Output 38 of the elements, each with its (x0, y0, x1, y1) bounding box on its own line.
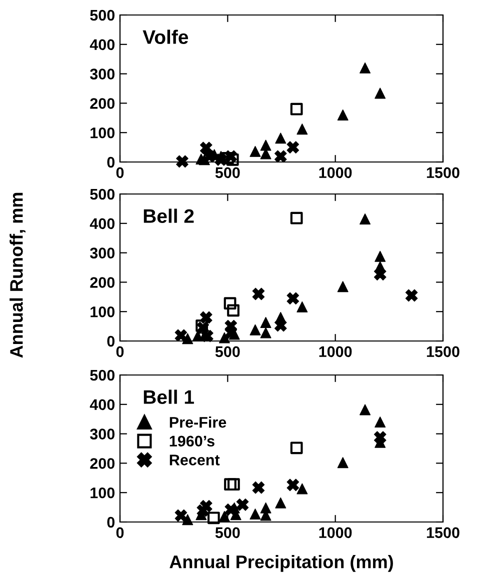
x-axis-title: Annual Precipitation (mm) (170, 554, 393, 572)
x-tick-label: 0 (116, 346, 124, 358)
y-tick-label: 0 (107, 156, 115, 168)
x-tick-label: 500 (215, 167, 240, 178)
y-tick-label: 100 (90, 487, 115, 498)
y-tick-label: 200 (90, 98, 115, 109)
y-tick-label: 400 (90, 218, 115, 230)
legend-label: Pre-Fire (170, 416, 226, 428)
y-tick-label: 200 (90, 277, 115, 288)
x-tick-label: 1000 (319, 346, 352, 358)
x-tick-label: 1000 (319, 527, 352, 538)
y-tick-label: 0 (107, 516, 115, 528)
y-tick-label: 0 (107, 336, 115, 347)
y-tick-label: 100 (90, 306, 115, 318)
y-tick-label: 500 (90, 10, 115, 21)
x-tick-label: 0 (116, 527, 124, 538)
text: Volfe (142, 30, 188, 44)
y-tick-label: 300 (90, 428, 115, 440)
y-axis-title: Annual Runoff, mm (10, 192, 26, 358)
x-tick-label: 0 (116, 167, 124, 178)
x-tick-label: 1500 (426, 346, 460, 358)
x-tick-label: 1000 (319, 167, 352, 178)
y-tick-label: 300 (90, 248, 115, 259)
x-tick-label: 1500 (426, 527, 460, 538)
legend-label: Recent (170, 454, 220, 466)
y-tick-label: 400 (90, 399, 115, 410)
y-tick-label: 300 (90, 68, 115, 80)
x-tick-label: 500 (215, 527, 240, 538)
legend-label: 1960’s (170, 436, 214, 447)
text: Bell 1 (144, 390, 194, 404)
x-tick-label: 500 (215, 346, 240, 358)
x-tick-label: 1500 (426, 167, 460, 178)
y-tick-label: 400 (90, 39, 115, 50)
text: Bell 2 (144, 208, 194, 223)
y-tick-label: 500 (90, 370, 115, 381)
y-tick-label: 100 (90, 127, 115, 138)
y-tick-label: 200 (90, 458, 115, 469)
y-tick-label: 500 (90, 188, 115, 200)
